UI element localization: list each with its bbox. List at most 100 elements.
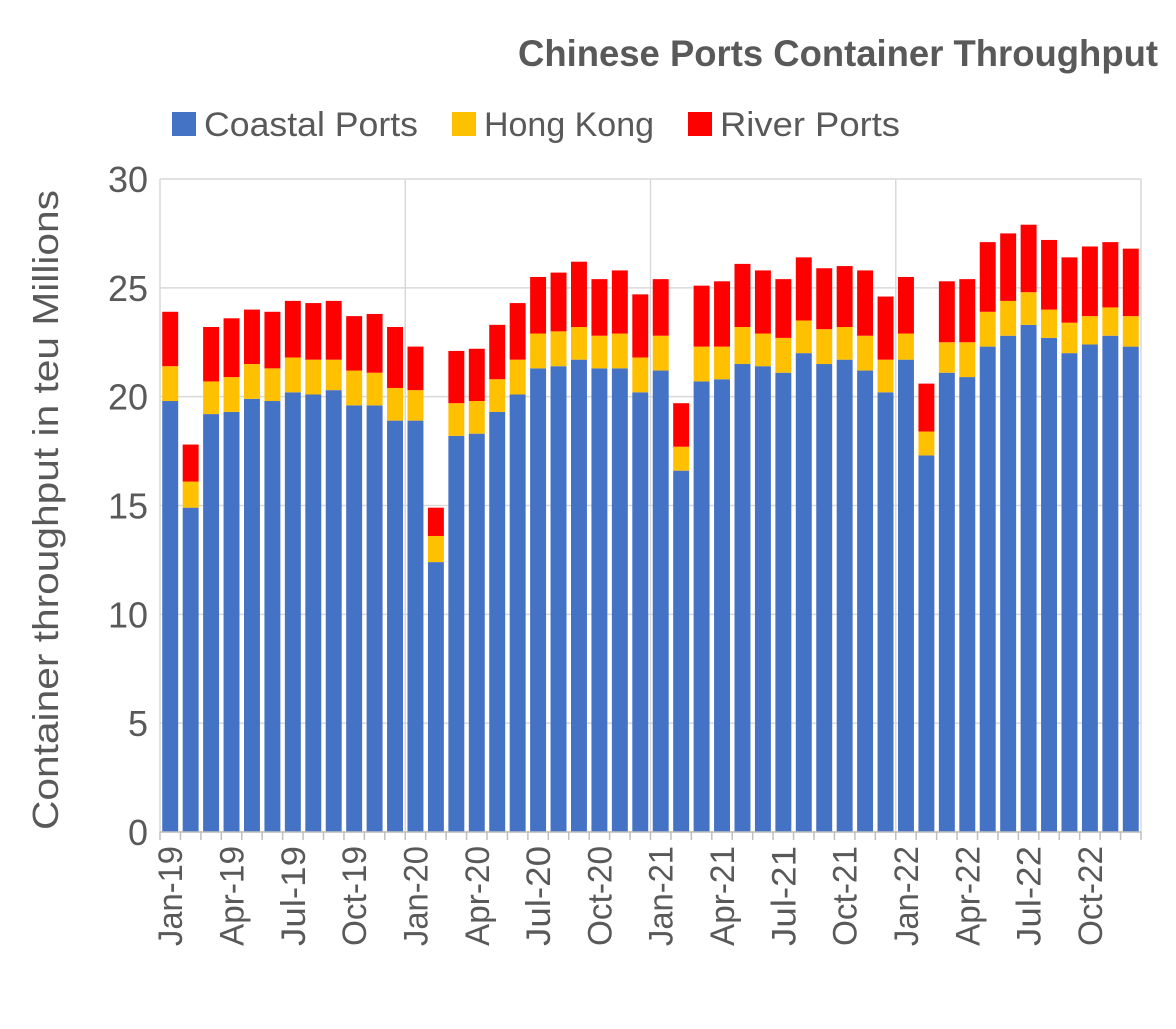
bar-coastal-ports bbox=[203, 414, 220, 832]
bar-coastal-ports bbox=[530, 368, 547, 832]
bar-river-ports bbox=[857, 270, 874, 336]
bar-river-ports bbox=[468, 348, 485, 402]
bar-river-ports bbox=[897, 276, 914, 334]
bar-river-ports bbox=[203, 327, 220, 382]
x-axis-ticks: Jan-19 Apr-19 Jul-19 Oct-19 Jan-20 Apr-20 Jul-… bbox=[152, 831, 1142, 946]
bar-hong-kong bbox=[305, 359, 322, 395]
bar-hong-kong bbox=[918, 431, 935, 456]
bar-coastal-ports bbox=[1081, 344, 1098, 832]
bar-river-ports bbox=[693, 285, 710, 347]
bar-river-ports bbox=[264, 311, 281, 369]
bar-hong-kong bbox=[1020, 292, 1037, 325]
bar-hong-kong bbox=[509, 359, 526, 395]
bar-hong-kong bbox=[203, 381, 220, 415]
bar-coastal-ports bbox=[1020, 324, 1037, 832]
bar-river-ports bbox=[1020, 224, 1037, 293]
bar-hong-kong bbox=[877, 359, 894, 393]
bar-coastal-ports bbox=[448, 435, 465, 832]
bar-river-ports bbox=[591, 279, 608, 336]
bar-coastal-ports bbox=[366, 405, 383, 832]
bar-coastal-ports bbox=[427, 562, 444, 832]
bar-coastal-ports bbox=[795, 353, 812, 832]
bar-coastal-ports bbox=[325, 390, 342, 832]
bar-river-ports bbox=[1102, 242, 1119, 308]
bar-hong-kong bbox=[468, 401, 485, 434]
bar-river-ports bbox=[938, 281, 955, 343]
bar-river-ports bbox=[407, 346, 424, 391]
bar-hong-kong bbox=[979, 311, 996, 347]
bar-coastal-ports bbox=[734, 364, 751, 832]
bar-hong-kong bbox=[673, 446, 690, 471]
bar-coastal-ports bbox=[1122, 346, 1139, 832]
x-tick-label: Oct-21 bbox=[827, 846, 865, 946]
bar-coastal-ports bbox=[693, 381, 710, 832]
bar-coastal-ports bbox=[162, 401, 179, 832]
bar-coastal-ports bbox=[714, 379, 731, 832]
bar-coastal-ports bbox=[284, 392, 301, 832]
bar-coastal-ports bbox=[1041, 337, 1058, 832]
bar-river-ports bbox=[509, 303, 526, 360]
y-tick-label: 5 bbox=[128, 703, 148, 744]
bar-hong-kong bbox=[387, 387, 404, 421]
x-tick-label: Jul-21 bbox=[765, 846, 803, 946]
bar-river-ports bbox=[305, 303, 322, 360]
bar-hong-kong bbox=[714, 346, 731, 380]
bar-coastal-ports bbox=[468, 433, 485, 832]
bar-river-ports bbox=[448, 350, 465, 404]
x-tick-label: Jan-22 bbox=[888, 846, 926, 946]
bar-river-ports bbox=[570, 261, 587, 328]
bar-hong-kong bbox=[182, 481, 199, 508]
bar-hong-kong bbox=[857, 335, 874, 371]
bar-hong-kong bbox=[754, 333, 771, 367]
bar-hong-kong bbox=[223, 377, 240, 412]
bar-hong-kong bbox=[1041, 309, 1058, 338]
x-tick-label: Oct-22 bbox=[1072, 846, 1110, 946]
y-axis-label: Container throughput in teu Millions bbox=[25, 190, 66, 830]
bar-river-ports bbox=[836, 266, 853, 328]
gridlines bbox=[159, 178, 1142, 833]
bar-hong-kong bbox=[264, 368, 281, 402]
bar-river-ports bbox=[1081, 246, 1098, 317]
bar-hong-kong bbox=[632, 357, 649, 393]
bar-river-ports bbox=[1000, 233, 1017, 301]
x-tick-label: Jan-19 bbox=[152, 846, 190, 946]
x-tick-label: Jan-20 bbox=[397, 846, 435, 946]
bar-hong-kong bbox=[284, 357, 301, 393]
bar-coastal-ports bbox=[754, 366, 771, 832]
bar-hong-kong bbox=[550, 331, 567, 367]
bar-hong-kong bbox=[489, 379, 506, 412]
legend-swatch-river bbox=[688, 112, 712, 136]
legend-label-coastal: Coastal Ports bbox=[204, 106, 418, 144]
bar-hong-kong bbox=[1000, 300, 1017, 336]
bar-coastal-ports bbox=[407, 420, 424, 832]
bar-river-ports bbox=[918, 383, 935, 432]
x-tick-label: Jul-20 bbox=[520, 846, 558, 946]
bar-coastal-ports bbox=[959, 377, 976, 832]
bar-hong-kong bbox=[836, 327, 853, 360]
bar-coastal-ports bbox=[1061, 353, 1078, 832]
bar-coastal-ports bbox=[591, 368, 608, 832]
bar-hong-kong bbox=[570, 327, 587, 360]
bar-river-ports bbox=[530, 276, 547, 334]
bar-hong-kong bbox=[775, 337, 792, 373]
y-tick-label: 20 bbox=[108, 377, 148, 418]
bar-hong-kong bbox=[1061, 322, 1078, 354]
bar-hong-kong bbox=[959, 342, 976, 378]
bar-river-ports bbox=[673, 403, 690, 447]
bar-river-ports bbox=[182, 444, 199, 482]
bar-river-ports bbox=[714, 281, 731, 347]
bar-river-ports bbox=[877, 296, 894, 360]
x-tick-label: Apr-19 bbox=[214, 846, 252, 946]
y-axis-ticks: 0 5 10 15 20 25 30 bbox=[108, 159, 148, 853]
bar-coastal-ports bbox=[509, 394, 526, 832]
bar-hong-kong bbox=[346, 370, 363, 406]
bar-river-ports bbox=[1061, 257, 1078, 323]
bars bbox=[162, 224, 1139, 832]
legend: Coastal Ports Hong Kong River Ports bbox=[172, 106, 900, 144]
bar-coastal-ports bbox=[918, 455, 935, 832]
x-tick-label: Jul-19 bbox=[275, 846, 313, 946]
bar-coastal-ports bbox=[489, 411, 506, 832]
bar-coastal-ports bbox=[632, 392, 649, 832]
bar-hong-kong bbox=[366, 372, 383, 406]
